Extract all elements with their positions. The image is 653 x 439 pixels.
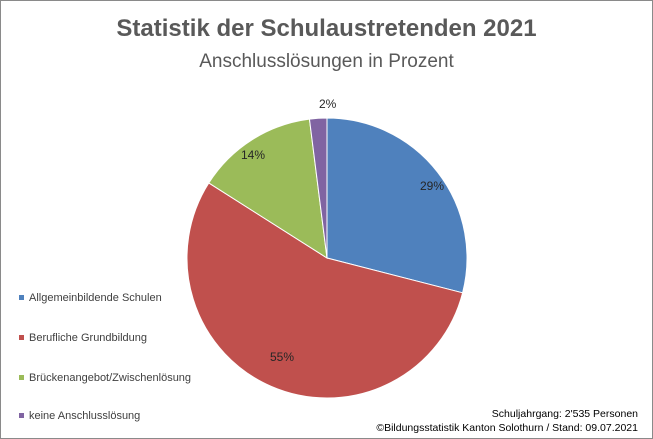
legend-label: keine Anschlusslösung <box>29 410 141 422</box>
data-label-berufliche-grundbildung: 55% <box>270 350 294 364</box>
legend-label: Allgemeinbildende Schulen <box>29 292 162 304</box>
legend-swatch <box>19 295 24 300</box>
legend-label: Berufliche Grundbildung <box>29 332 148 344</box>
slice-brueckenangebot <box>208 118 328 259</box>
chart-title: Statistik der Schulaustretenden 2021 <box>116 15 537 42</box>
slice-berufliche-grundbildung <box>186 182 464 399</box>
slice-keine-anschlussloesung <box>308 117 328 259</box>
slice-allgemeinbildende-schulen <box>326 117 468 294</box>
legend-swatch <box>19 335 24 340</box>
data-label-keine-anschlussloesung: 2% <box>319 97 337 111</box>
chart-subtitle: Anschlusslösungen in Prozent <box>199 51 454 72</box>
legend-item-berufliche-grundbildung: Berufliche Grundbildung <box>19 331 209 345</box>
legend-swatch <box>19 413 24 418</box>
data-label-allgemeinbildende-schulen: 29% <box>420 179 444 193</box>
footer-line-source: ©Bildungsstatistik Kanton Solothurn / St… <box>376 422 638 434</box>
legend-item-brueckenangebot: Brückenangebot/Zwischenlösung <box>19 371 209 385</box>
footer-note: Schuljahrgang: 2'535 Personen ©Bildungss… <box>376 407 638 435</box>
footer-line-cohort: Schuljahrgang: 2'535 Personen <box>491 408 638 420</box>
legend-item-keine-anschlussloesung: keine Anschlusslösung <box>19 409 209 423</box>
data-label-brueckenangebot: 14% <box>241 148 265 162</box>
legend-item-allgemeinbildende-schulen: Allgemeinbildende Schulen <box>19 291 209 305</box>
legend-swatch <box>19 375 24 380</box>
legend-label: Brückenangebot/Zwischenlösung <box>29 372 192 384</box>
